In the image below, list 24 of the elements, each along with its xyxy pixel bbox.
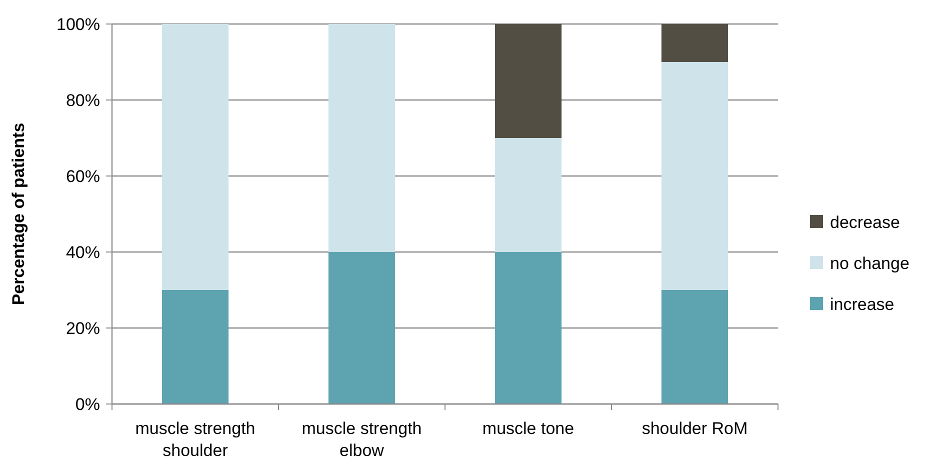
- bar: [162, 24, 229, 290]
- x-tick-label: shoulder RoM: [642, 419, 748, 438]
- legend-label: increase: [830, 294, 894, 314]
- y-tick-label: 20%: [66, 318, 100, 338]
- bar: [328, 252, 396, 404]
- bar: [162, 290, 229, 404]
- x-tick-label: muscle strength shoulder: [135, 419, 256, 460]
- y-tick-label: 100%: [56, 14, 100, 34]
- y-tick-label: 0%: [75, 394, 100, 414]
- bar: [661, 24, 728, 62]
- legend-label: no change: [830, 254, 910, 273]
- bar: [661, 62, 728, 290]
- bar: [328, 24, 396, 252]
- bar: [494, 252, 562, 404]
- legend-label: decrease: [830, 212, 900, 232]
- y-axis-title: Percentage of patients: [9, 122, 28, 306]
- bar: [494, 138, 562, 252]
- x-tick-label: muscle strength elbow: [302, 419, 422, 460]
- y-tick-label: 60%: [66, 166, 100, 186]
- y-tick-label: 40%: [66, 242, 100, 262]
- x-tick-label: muscle tone: [482, 419, 574, 438]
- y-tick-label: 80%: [66, 90, 100, 110]
- bar: [494, 24, 562, 138]
- bar: [661, 290, 728, 404]
